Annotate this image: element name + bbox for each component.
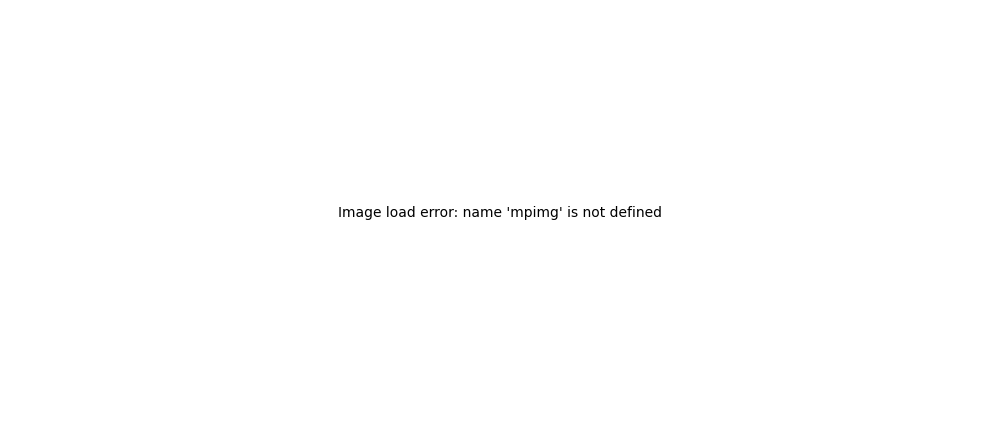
Text: Image load error: name 'mpimg' is not defined: Image load error: name 'mpimg' is not de… [338,206,662,220]
